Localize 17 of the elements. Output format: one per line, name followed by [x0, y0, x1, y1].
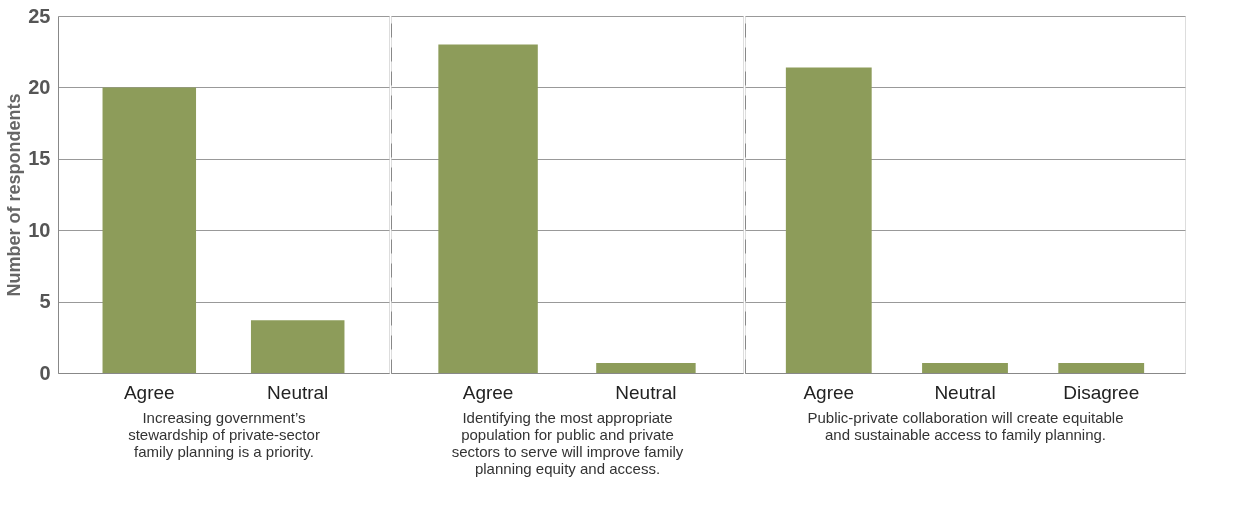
- x-tick-label: Agree: [123, 381, 175, 403]
- x-tick-label: Neutral: [615, 381, 677, 403]
- x-tick-label: Neutral: [934, 381, 996, 403]
- x-axis-title: Increasing government’s stewardship of private-sector family planning is a priority.: [128, 408, 320, 460]
- y-tick-label: 0: [39, 361, 51, 384]
- y-tick-label: 20: [28, 75, 51, 98]
- x-tick-label: Disagree: [1063, 381, 1140, 403]
- x-tick-label: Agree: [803, 381, 855, 403]
- x-tick-label: Neutral: [267, 381, 329, 403]
- y-tick-label: 10: [28, 218, 51, 241]
- y-tick-label: 5: [39, 290, 51, 313]
- y-tick-label: 25: [28, 4, 51, 27]
- y-axis-title: Number of respondents: [4, 93, 25, 297]
- x-tick-label: Agree: [462, 381, 514, 403]
- x-axis-title: Public-private collaboration will create equitable and sustainable access to family planning.: [807, 408, 1124, 443]
- y-tick-label: 15: [28, 147, 51, 170]
- x-axis-title: Identifying the most appropriate population for public and private sectors to serve will improve family planning equity and access.: [451, 408, 684, 477]
